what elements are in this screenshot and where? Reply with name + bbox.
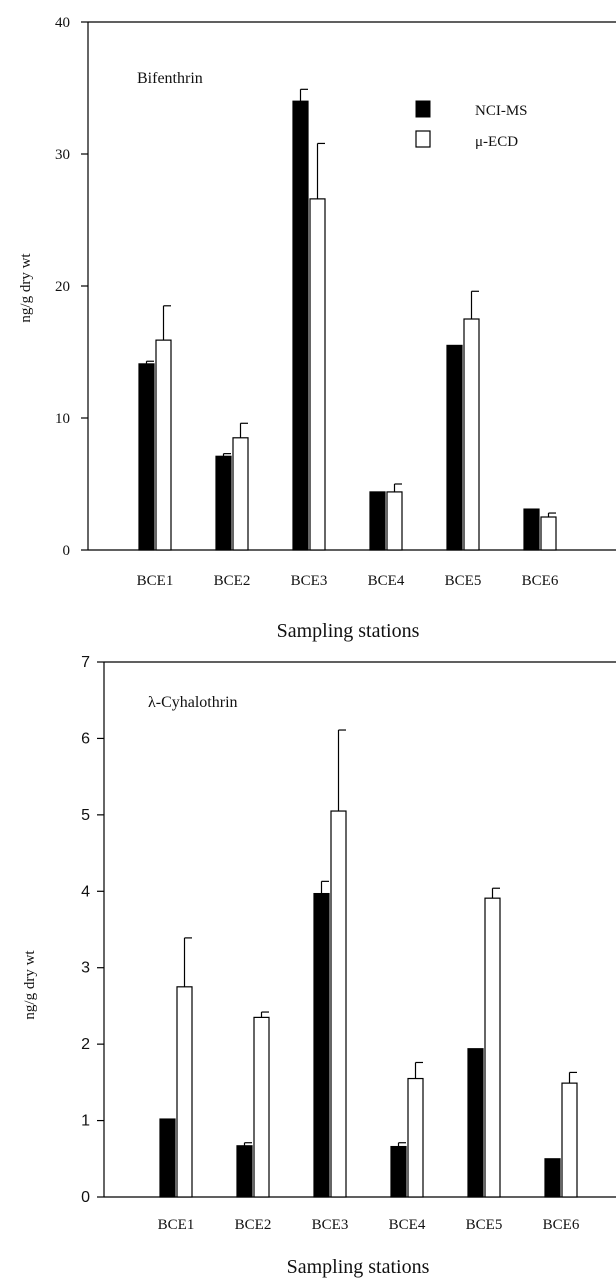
bar-ecd-bce2 <box>232 437 249 551</box>
y-tick-label: 6 <box>81 730 90 747</box>
bar-ecd-bce5 <box>484 897 501 1198</box>
y-tick-label: 1 <box>81 1113 90 1130</box>
x-tick-label: BCE2 <box>235 1217 272 1233</box>
bar-ncims-bce6 <box>523 508 540 551</box>
y-axis-title: ng/g dry wt <box>18 253 34 323</box>
bar-ecd-bce6 <box>540 516 557 551</box>
bar-ecd-bce5 <box>463 318 480 551</box>
bar-ncims-bce3 <box>313 892 330 1198</box>
x-tick-label: BCE3 <box>312 1217 349 1233</box>
chart-title: Bifenthrin <box>137 70 203 87</box>
y-tick-label: 0 <box>63 543 71 559</box>
bar-ecd-bce4 <box>386 491 403 551</box>
chart-title: λ-Cyhalothrin <box>148 694 238 711</box>
y-tick-label: 4 <box>81 883 90 900</box>
legend-label-ecd: μ-ECD <box>475 134 518 150</box>
x-tick-label: BCE6 <box>543 1217 580 1233</box>
bar-ecd-bce6 <box>561 1082 578 1198</box>
x-tick-label: BCE3 <box>291 573 328 589</box>
x-axis-title: Sampling stations <box>287 1256 430 1278</box>
y-tick-label: 20 <box>55 279 70 295</box>
y-tick-label: 10 <box>55 411 70 427</box>
y-tick-label: 40 <box>55 15 70 31</box>
y-tick-label: 7 <box>81 654 90 671</box>
bar-ncims-bce2 <box>236 1145 253 1198</box>
x-tick-label: BCE4 <box>389 1217 426 1233</box>
bar-ncims-bce5 <box>467 1048 484 1198</box>
bifenthrin-chart: 0 10 20 30 40 BCE1 BCE2 BCE3 BCE4 BCE5 BCE6 Bifent… <box>18 15 616 642</box>
bar-ecd-bce4 <box>407 1077 424 1198</box>
x-tick-label: BCE1 <box>158 1217 195 1233</box>
bar-ecd-bce3 <box>330 810 347 1198</box>
y-axis-title: ng/g dry wt <box>22 950 38 1020</box>
y-tick-label: 0 <box>81 1189 90 1206</box>
y-tick-label: 5 <box>81 807 90 824</box>
bar-ncims-bce4 <box>369 491 386 551</box>
legend-swatch-ecd <box>415 130 431 148</box>
bar-ncims-bce4 <box>390 1145 407 1198</box>
x-axis-title: Sampling stations <box>277 620 420 642</box>
y-tick-label: 3 <box>81 960 90 977</box>
y-tick-label: 2 <box>81 1036 90 1053</box>
x-tick-label: BCE2 <box>214 573 251 589</box>
x-tick-label: BCE6 <box>522 573 559 589</box>
bar-ncims-bce2 <box>215 455 232 551</box>
x-tick-label: BCE4 <box>368 573 405 589</box>
x-tick-label: BCE5 <box>466 1217 503 1233</box>
bar-ncims-bce1 <box>159 1118 176 1198</box>
bar-ecd-bce3 <box>309 198 326 551</box>
bar-ecd-bce1 <box>155 339 172 551</box>
bar-ncims-bce5 <box>446 344 463 551</box>
legend: NCI-MS μ-ECD <box>415 100 528 150</box>
bar-ncims-bce1 <box>138 363 155 551</box>
x-tick-label: BCE1 <box>137 573 174 589</box>
bar-ecd-bce1 <box>176 986 193 1198</box>
bar-ecd-bce2 <box>253 1016 270 1198</box>
bar-ncims-bce6 <box>544 1158 561 1198</box>
legend-label-ncims: NCI-MS <box>475 103 528 119</box>
legend-swatch-ncims <box>415 100 431 118</box>
cyhalothrin-chart: 0 1 2 3 4 5 6 7 BCE1 BCE2 BCE3 BCE4 BCE5 BCE6 λ-Cyhal… <box>22 654 616 1278</box>
x-tick-label: BCE5 <box>445 573 482 589</box>
y-tick-label: 30 <box>55 147 70 163</box>
bar-ncims-bce3 <box>292 100 309 551</box>
